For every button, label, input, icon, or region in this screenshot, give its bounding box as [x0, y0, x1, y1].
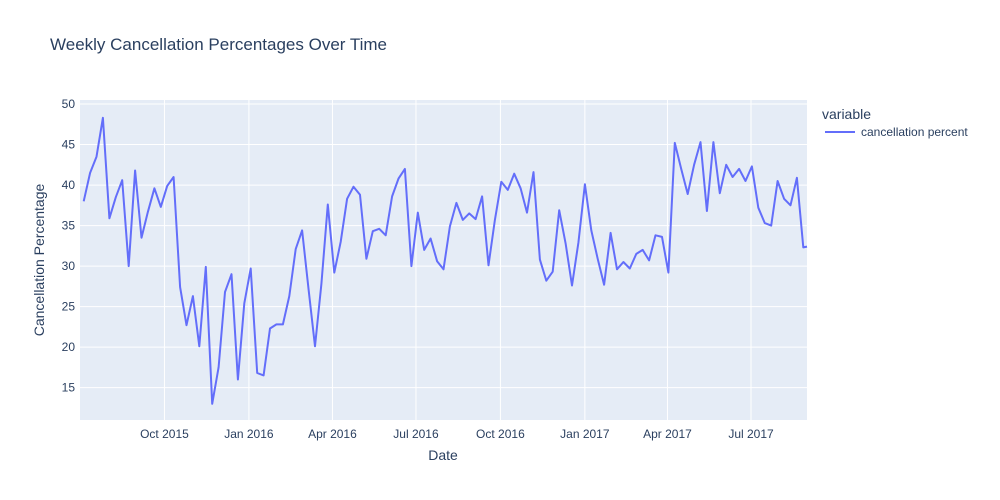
y-tick-label: 30: [62, 259, 76, 273]
y-axis-title: Cancellation Percentage: [31, 184, 47, 337]
x-axis-title: Date: [428, 447, 458, 463]
y-tick-label: 50: [62, 97, 76, 111]
y-tick-label: 40: [62, 178, 76, 192]
y-tick-label: 35: [62, 219, 76, 233]
legend[interactable]: variable cancellation percent: [822, 106, 968, 139]
x-tick-label: Jan 2016: [224, 427, 274, 441]
series-layer: [82, 116, 808, 405]
x-tick-label: Jul 2017: [728, 427, 774, 441]
x-tick-labels: Oct 2015 Jan 2016 Apr 2016 Jul 2016 Oct 2016…: [140, 427, 774, 441]
y-tick-label: 25: [62, 300, 76, 314]
legend-item-label[interactable]: cancellation percent: [861, 125, 968, 139]
x-tick-label: Jul 2016: [393, 427, 439, 441]
x-tick-label: Apr 2016: [308, 427, 357, 441]
x-tick-label: Oct 2015: [140, 427, 189, 441]
legend-title: variable: [822, 106, 871, 122]
x-tick-label: Jan 2017: [560, 427, 610, 441]
y-tick-label: 20: [62, 340, 76, 354]
plot-area: [80, 100, 807, 420]
chart-title: Weekly Cancellation Percentages Over Tim…: [50, 35, 387, 54]
y-tick-label: 45: [62, 138, 76, 152]
x-tick-label: Apr 2017: [643, 427, 692, 441]
x-tick-label: Oct 2016: [476, 427, 525, 441]
y-tick-labels: 15 20 25 30 35 40 45 50: [62, 97, 76, 395]
series-line-cancellation-percent[interactable]: [82, 116, 808, 405]
y-tick-label: 15: [62, 381, 76, 395]
